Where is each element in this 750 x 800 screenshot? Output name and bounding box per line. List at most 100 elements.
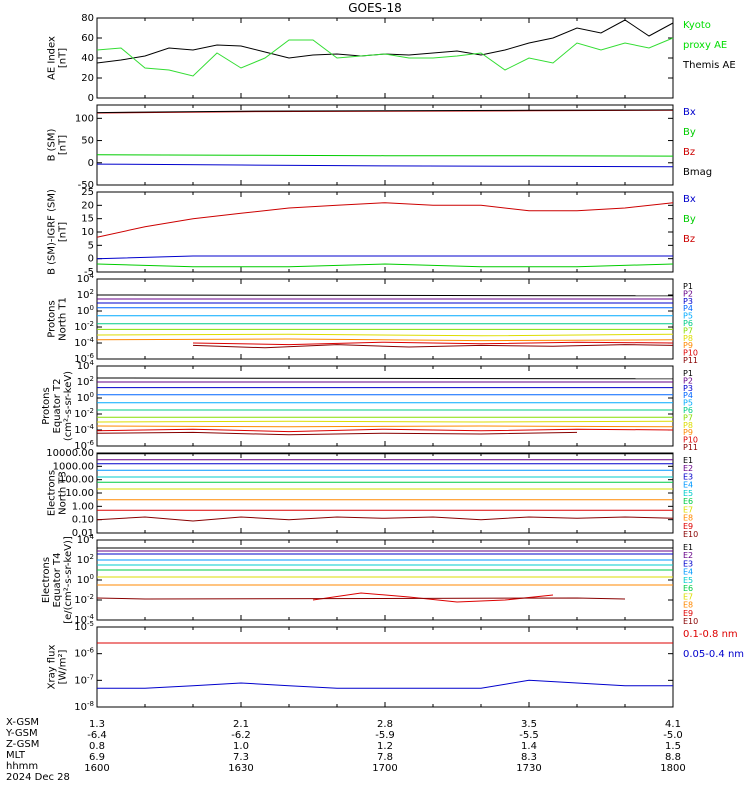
bottom-axis-row-label: Y-GSM bbox=[6, 728, 38, 739]
y-axis-label: North T3 bbox=[58, 471, 69, 515]
legend-entry: P7 bbox=[683, 326, 693, 335]
y-tick-label: 10 bbox=[81, 227, 94, 238]
y-tick-label: 60 bbox=[81, 33, 94, 44]
y-axis-label: [e/(cm²-s-sr-keV)] bbox=[63, 536, 74, 624]
legend-entry: E8 bbox=[683, 514, 693, 523]
date-label: 2024 Dec 28 bbox=[6, 772, 70, 783]
y-tick-label: 20 bbox=[81, 73, 94, 84]
y-tick-label: 100 bbox=[77, 304, 94, 317]
x-axis-value: -6.4 bbox=[87, 730, 107, 741]
legend-entry: By bbox=[683, 127, 696, 138]
legend-entry: Bz bbox=[683, 234, 695, 245]
panel-frame bbox=[96, 104, 674, 186]
y-tick-label: 1.00 bbox=[72, 501, 94, 512]
legend-entry: P1 bbox=[683, 282, 693, 291]
y-tick-label: 100 bbox=[77, 573, 94, 586]
y-tick-label: 25 bbox=[81, 187, 94, 198]
legend-entry: proxy AE bbox=[683, 40, 727, 51]
y-tick-label: 10-2 bbox=[74, 320, 94, 333]
legend-entry: P9 bbox=[683, 428, 693, 437]
panel-1: -50 0 50 100 B (SM) [nT] Bx By Bz Bmag bbox=[47, 104, 712, 191]
y-tick-label: 104 bbox=[77, 272, 95, 285]
y-axis-label: AE Index bbox=[47, 36, 58, 80]
panel-5: 0.01 0.10 1.00 10.00 100.00 1000.00 10000.00 El… bbox=[46, 448, 698, 539]
legend-entry: P9 bbox=[683, 341, 693, 350]
panel-frame bbox=[96, 539, 674, 621]
legend-entry: P10 bbox=[683, 349, 698, 358]
legend-entry: E3 bbox=[683, 472, 693, 481]
x-axis-value: -5.5 bbox=[519, 730, 539, 741]
y-tick-label: 102 bbox=[77, 288, 94, 301]
y-axis-label: Equator T2 bbox=[52, 379, 63, 434]
y-tick-label: 100 bbox=[77, 391, 94, 404]
x-axis-value: 4.1 bbox=[665, 719, 681, 730]
y-tick-label: 15 bbox=[81, 214, 94, 225]
y-axis-label: B (SM) bbox=[47, 128, 58, 161]
y-tick-label: 0 bbox=[88, 254, 94, 265]
panel-frame bbox=[96, 278, 674, 360]
series-line bbox=[96, 425, 674, 428]
x-axis-value: 2.1 bbox=[233, 719, 249, 730]
y-axis-label: [nT] bbox=[58, 135, 69, 155]
y-tick-label: 10000.00 bbox=[46, 448, 94, 459]
legend-entry: E5 bbox=[683, 576, 693, 585]
legend-entry: P3 bbox=[683, 384, 693, 393]
x-axis-value: -5.0 bbox=[663, 730, 683, 741]
x-axis-value: 6.9 bbox=[89, 752, 105, 763]
y-axis-label: North T1 bbox=[58, 297, 69, 341]
y-tick-label: 20 bbox=[81, 200, 94, 211]
y-tick-label: 0.10 bbox=[72, 515, 94, 526]
legend-entry: P11 bbox=[683, 443, 698, 452]
x-axis-value: -5.9 bbox=[375, 730, 395, 741]
legend-entry: E2 bbox=[683, 551, 693, 560]
x-axis-value: 1.4 bbox=[521, 741, 537, 752]
series-line bbox=[97, 679, 673, 689]
legend-entry: E3 bbox=[683, 559, 693, 568]
legend-entry: E9 bbox=[683, 609, 693, 618]
legend-entry: P2 bbox=[683, 376, 693, 385]
legend-entry: 0.05-0.4 nm bbox=[683, 649, 744, 660]
panel-7: 10-8 10-7 10-6 10-5 Xray flux [W/m²] 0.1-0.8 n… bbox=[47, 620, 745, 713]
series-line bbox=[96, 431, 578, 436]
legend-entry: P5 bbox=[683, 312, 693, 321]
y-tick-label: 100 bbox=[75, 113, 94, 124]
y-tick-label: 80 bbox=[81, 13, 94, 24]
y-axis-label: [nT] bbox=[58, 48, 69, 68]
y-axis-label: Protons bbox=[41, 387, 52, 424]
y-tick-label: 10-2 bbox=[74, 593, 94, 606]
panel-frame bbox=[96, 626, 674, 708]
x-axis-value: 1.0 bbox=[233, 741, 249, 752]
legend-entry: E1 bbox=[683, 456, 693, 465]
legend-entry: P6 bbox=[683, 406, 693, 415]
y-tick-label: 10-8 bbox=[74, 700, 94, 713]
y-axis-label: Xray flux bbox=[47, 645, 58, 690]
x-axis-value: 1.2 bbox=[377, 741, 393, 752]
y-axis-label: B (SM)-IGRF (SM) bbox=[47, 189, 58, 275]
legend-entry: P8 bbox=[683, 334, 693, 343]
y-axis-label: (cm²-s-sr-keV) bbox=[63, 371, 74, 441]
legend-entry: P5 bbox=[683, 399, 693, 408]
x-axis-value: 1800 bbox=[660, 763, 685, 774]
legend-entry: By bbox=[683, 214, 696, 225]
y-tick-label: 5 bbox=[88, 240, 94, 251]
panel-0: 0 20 40 60 80 AE Index [nT] Kyoto proxy AE Themis… bbox=[47, 13, 736, 104]
legend-entry: P3 bbox=[683, 297, 693, 306]
y-tick-label: 10.00 bbox=[65, 488, 94, 499]
series-line bbox=[96, 338, 674, 342]
legend-entry: E7 bbox=[683, 505, 693, 514]
y-tick-label: 10-2 bbox=[74, 407, 94, 420]
bottom-axis-row-label: hhmm bbox=[6, 761, 39, 772]
legend-entry: E7 bbox=[683, 592, 693, 601]
y-axis-label: [W/m²] bbox=[58, 649, 69, 684]
x-axis-value: 1630 bbox=[228, 763, 253, 774]
y-tick-label: 10-7 bbox=[74, 673, 94, 686]
legend-entry: E10 bbox=[683, 530, 698, 539]
legend-entry: P11 bbox=[683, 356, 698, 365]
bottom-axis-row-label: MLT bbox=[6, 750, 25, 761]
legend-entry: Bmag bbox=[683, 167, 712, 178]
